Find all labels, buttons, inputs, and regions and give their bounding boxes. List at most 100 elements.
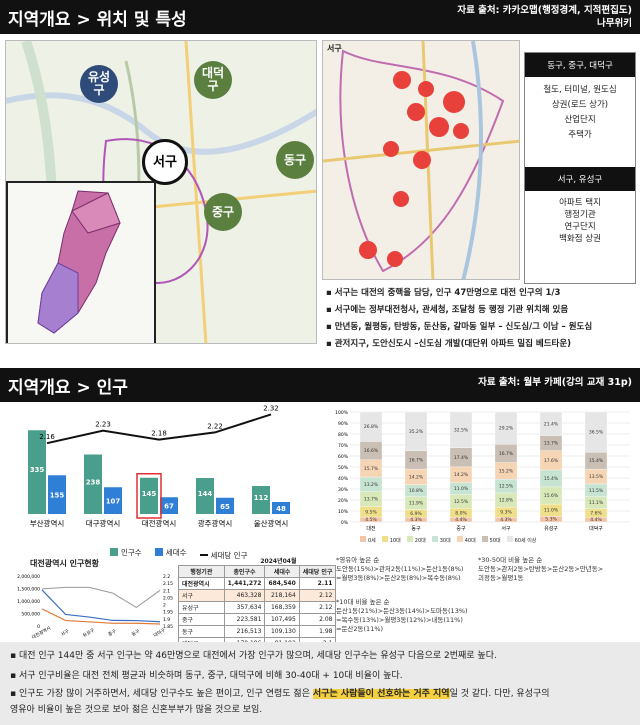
segment-label: 35.2% xyxy=(409,429,424,435)
table-header: 행정기관 xyxy=(178,565,225,578)
stack-segment xyxy=(539,411,563,436)
segment-label: 9.3% xyxy=(500,510,512,516)
legend-item: 세대수 xyxy=(154,547,187,558)
segment-label: 4.3% xyxy=(410,517,422,523)
stack-segment xyxy=(449,411,473,448)
ratio-label: 2.18 xyxy=(151,430,167,438)
group1-item: 주택가 xyxy=(568,130,592,140)
category-label: 유성구 xyxy=(544,525,558,532)
bar-label: 65 xyxy=(220,503,230,511)
segment-label: 4.3% xyxy=(500,517,512,523)
table-row: 동구 216,513 109,130 1.98 xyxy=(178,625,337,638)
segment-label: 26.8% xyxy=(364,424,379,430)
segment-label: 4.4% xyxy=(590,517,602,523)
hotspot xyxy=(418,81,434,97)
segment-label: 29.2% xyxy=(499,426,514,432)
segment-label: 13.5% xyxy=(589,474,604,480)
y2-tick: 2.1 xyxy=(163,588,170,594)
segment-label: 15.2% xyxy=(499,468,514,474)
bar-label: 238 xyxy=(86,478,101,486)
segment-label: 4.5% xyxy=(365,517,377,523)
highlight-text: 서구는 사람들이 선호하는 거주 지역 xyxy=(312,689,450,699)
hotspot xyxy=(393,71,411,89)
density-map: 서구 xyxy=(322,40,520,280)
source-line1: 자료 출처: 카카오맵(행정경계, 지적편집도) xyxy=(457,5,632,16)
y2-tick: 1.9 xyxy=(163,617,170,623)
hotspot xyxy=(429,117,449,137)
category-label: 서구 xyxy=(501,525,511,532)
y-tick: 30% xyxy=(338,487,349,493)
stack-segment xyxy=(359,411,383,442)
legend-item: 60세 이상 xyxy=(506,536,536,544)
table-cell: 2.08 xyxy=(298,613,337,626)
section2-source: 자료 출처: 월부 카페(강의 교재 31p) xyxy=(478,377,632,388)
bar-label: 145 xyxy=(142,490,157,498)
ratio-label: 2.32 xyxy=(263,404,279,412)
y-tick: 100% xyxy=(335,410,349,416)
y2-tick: 1.95 xyxy=(163,610,173,616)
series-line xyxy=(41,608,161,625)
section1-header: 지역개요 > 위치 및 특성 자료 출처: 카카오맵(행정경계, 지적편집도) … xyxy=(0,0,640,34)
segment-label: 17.4% xyxy=(454,455,469,461)
segment-label: 10.8% xyxy=(409,488,424,494)
y-tick: 70% xyxy=(338,443,349,449)
y-tick: 90% xyxy=(338,421,349,427)
location-bullet: 서구에는 정부대전청사, 관세청, 조달청 등 행정 기관 위치해 있음 xyxy=(326,302,636,319)
legend-item: 세대당 인구 xyxy=(199,550,247,561)
category-label: 중구 xyxy=(107,628,117,637)
segment-label: 13.7% xyxy=(544,441,559,447)
segment-label: 11.1% xyxy=(589,500,604,506)
section2-title: 지역개요 > 인구 xyxy=(8,378,128,398)
table-cell: 223,581 xyxy=(223,613,266,626)
bar-households xyxy=(160,497,178,514)
group1-heading: 동구, 중구, 대덕구 xyxy=(525,53,635,77)
stack-segment xyxy=(404,411,428,451)
category-label: 서구 xyxy=(60,628,71,638)
metro-chart-legend: 인구수 세대수 세대당 인구 xyxy=(110,541,255,561)
bar-population xyxy=(84,454,102,514)
stack-segment xyxy=(584,411,608,453)
segment-label: 14.2% xyxy=(454,472,469,478)
y-tick: 0% xyxy=(341,520,349,526)
bar-population xyxy=(252,486,270,514)
table-cell: 218,164 xyxy=(264,589,300,602)
hotspot xyxy=(453,123,469,139)
y2-tick: 2 xyxy=(163,603,166,609)
category-label: 대전광역시 xyxy=(142,518,177,528)
daejeon-population-chart: 2,000,0001,500,0001,000,000500,00002.22.… xyxy=(17,574,173,650)
group2-item: 아파트 택지 xyxy=(559,198,601,208)
label-daedeok-circle: 대덕 구 xyxy=(194,61,232,99)
label-seo-circle: 서구 xyxy=(142,139,188,185)
segment-label: 15.7% xyxy=(364,466,379,472)
table-cell: 동구 xyxy=(178,625,225,638)
hotspot xyxy=(407,103,425,121)
hotspot xyxy=(443,91,465,113)
segment-label: 15.6% xyxy=(544,493,559,499)
table-cell: 357,634 xyxy=(223,601,266,614)
table-cell: 2.11 xyxy=(298,577,337,590)
y-tick: 80% xyxy=(338,432,349,438)
y-tick: 20% xyxy=(338,498,349,504)
y-tick: 2,000,000 xyxy=(17,574,40,580)
hotspot xyxy=(359,241,377,259)
legend-item: 10대 xyxy=(381,536,401,544)
category-label: 대전 xyxy=(366,525,376,532)
table-cell: 107,495 xyxy=(264,613,300,626)
segment-label: 13.2% xyxy=(364,482,379,488)
note-infants: *영유아 높은 순 도안동(15%)>관저2동(11%)>둔산1동(8%) =월… xyxy=(336,556,464,582)
note-30-50: *30-50대 비율 높은 순 도안동>관저2동>탄방동>둔산2동>만년동> 괴… xyxy=(478,556,604,582)
inset-districts xyxy=(37,190,121,334)
bar-label: 144 xyxy=(198,490,213,498)
bar-population xyxy=(140,477,158,514)
segment-label: 11.5% xyxy=(589,488,604,494)
table-cell: 서구 xyxy=(178,589,225,602)
segment-label: 14.2% xyxy=(409,474,424,480)
age-distribution-chart: 0% 10% 20% 30% 40% 50% 60% 70% 80% 90% 100% 4.5% 9.5… xyxy=(335,410,630,532)
segment-label: 13.7% xyxy=(364,497,379,503)
table-cell: 109,130 xyxy=(264,625,300,638)
table-cell: 216,513 xyxy=(223,625,266,638)
group1-item: 철도, 터미널, 원도심 xyxy=(543,85,617,95)
segment-label: 16.6% xyxy=(364,448,379,454)
hotspot xyxy=(387,251,403,267)
age-chart-legend: 0세 10대 20대 30대 40대 50대 60세 이상 xyxy=(360,536,542,544)
